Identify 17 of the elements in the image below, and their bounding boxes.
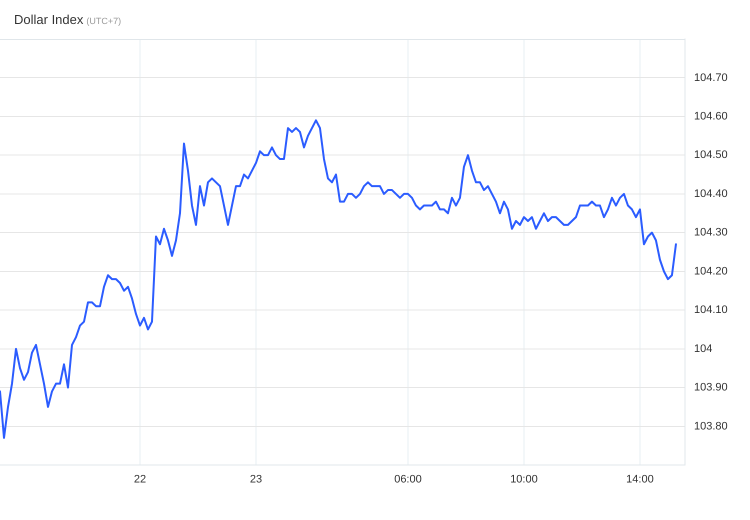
y-tick-label: 103.80 [694, 420, 728, 432]
chart-subtitle: (UTC+7) [86, 16, 122, 26]
y-tick-label: 104.60 [694, 110, 728, 122]
x-tick-label: 14:00 [626, 474, 654, 486]
y-tick-label: 104.40 [694, 188, 728, 200]
y-tick-label: 104.30 [694, 226, 728, 239]
x-tick-label: 22 [134, 474, 146, 486]
y-tick-label: 104.50 [694, 149, 728, 162]
x-tick-label: 23 [250, 474, 262, 486]
y-tick-label: 103.90 [694, 382, 728, 394]
chart-title: Dollar Index [14, 12, 84, 27]
y-tick-label: 104.70 [694, 72, 728, 84]
x-tick-label: 06:00 [394, 474, 422, 486]
y-tick-label: 104.10 [694, 304, 728, 316]
x-tick-label: 10:00 [510, 474, 538, 486]
y-tick-label: 104.20 [694, 265, 728, 278]
y-tick-label: 104 [694, 342, 712, 355]
